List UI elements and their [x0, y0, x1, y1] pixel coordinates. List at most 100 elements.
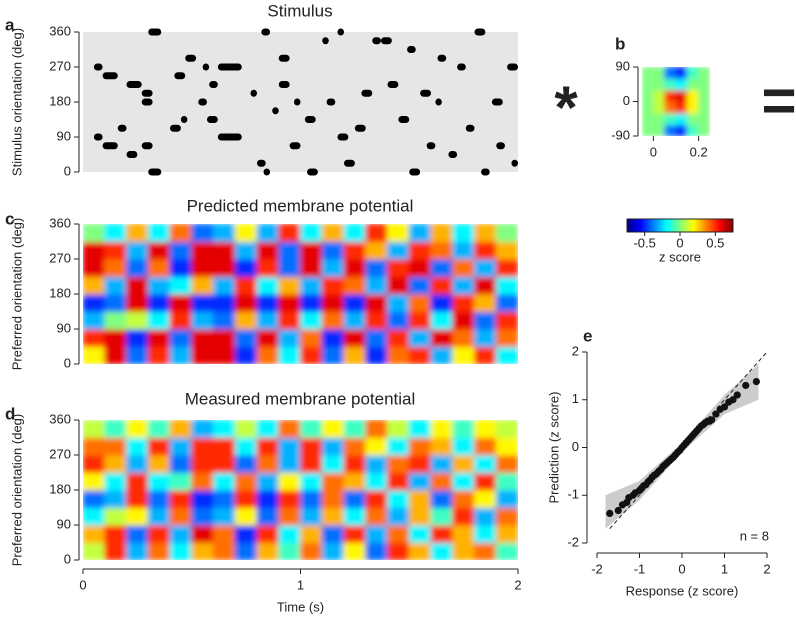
- heatmap-cell: [387, 311, 410, 330]
- heatmap-cell: [126, 489, 149, 508]
- plot-area: [83, 224, 518, 364]
- stimulus-bar: [511, 159, 518, 167]
- colorbar-swatch: [665, 219, 669, 232]
- heatmap-cell: [365, 454, 388, 473]
- heatmap-cell: [169, 241, 193, 260]
- heatmap-cell: [495, 276, 518, 295]
- heatmap-cell: [104, 293, 127, 312]
- heatmap-cell: [169, 489, 193, 508]
- heatmap-cell: [300, 293, 323, 312]
- heatmap-cell: [408, 311, 432, 330]
- colorbar-swatch: [657, 219, 660, 232]
- heatmap-cell: [321, 454, 345, 473]
- heatmap-cell: [686, 67, 700, 79]
- heatmap-cell: [300, 346, 323, 364]
- heatmap-cell: [664, 112, 677, 125]
- stimulus-bar: [170, 124, 181, 132]
- y-tick-label: 0: [572, 439, 579, 454]
- heatmap-cell: [126, 346, 149, 364]
- heatmap-cell: [408, 489, 432, 508]
- heatmap-cell: [343, 472, 367, 491]
- y-tick-label: 90: [616, 58, 630, 73]
- heatmap-cell: [126, 328, 149, 347]
- heatmap-cell: [408, 507, 432, 526]
- stimulus-bar: [507, 63, 518, 71]
- heatmap-cell: [365, 258, 388, 277]
- heatmap-cell: [300, 489, 323, 508]
- heatmap-cell: [213, 437, 236, 456]
- heatmap-cell: [474, 311, 497, 330]
- heatmap-cell: [169, 258, 193, 277]
- heatmap-cell: [408, 524, 432, 543]
- heatmap-cell: [365, 241, 388, 260]
- heatmap-cell: [387, 276, 410, 295]
- heatmap-cell: [234, 472, 258, 491]
- heatmap-cell: [169, 472, 193, 491]
- heatmap-cell: [474, 507, 497, 526]
- heatmap-cell: [213, 524, 236, 543]
- colorbar-swatch: [672, 219, 676, 232]
- stimulus-bar: [217, 133, 242, 141]
- stimulus-bar: [457, 63, 466, 71]
- heatmap-cell: [365, 524, 388, 543]
- heatmap-cell: [234, 293, 258, 312]
- heatmap-cell: [365, 328, 388, 347]
- y-tick-label: 90: [57, 516, 71, 531]
- colorbar-swatch: [653, 219, 656, 232]
- heatmap-cell: [675, 112, 688, 125]
- equals-symbol: =: [761, 67, 796, 134]
- colorbar-tick-label: 0: [676, 235, 683, 250]
- heatmap-cell: [652, 89, 666, 102]
- colorbar-swatch: [699, 219, 702, 232]
- heatmap-cell: [256, 542, 280, 560]
- heatmap-cell: [387, 258, 410, 277]
- heatmap-cell: [452, 311, 475, 330]
- heatmap-cell: [652, 101, 666, 114]
- heatmap-cell: [321, 241, 345, 260]
- x-tick-label: 0: [79, 577, 86, 592]
- y-tick-label: 360: [49, 411, 71, 426]
- heatmap-cell: [83, 420, 106, 438]
- colorbar-swatch: [655, 219, 658, 232]
- heatmap-cell: [83, 472, 106, 491]
- heatmap-cell: [213, 293, 236, 312]
- heatmap-cell: [365, 420, 388, 438]
- colorbar-swatch: [727, 219, 730, 232]
- heatmap-cell: [169, 454, 193, 473]
- x-tick-label: -1: [634, 561, 646, 576]
- heatmap-cell: [234, 489, 258, 508]
- heatmap-cell: [452, 224, 475, 242]
- heatmap-cell: [191, 542, 214, 560]
- heatmap-cell: [213, 346, 236, 364]
- heatmap-cell: [675, 89, 688, 102]
- heatmap-cell: [321, 311, 345, 330]
- heatmap-cell: [430, 224, 454, 242]
- stimulus-bar: [344, 159, 355, 167]
- plot-area: [83, 420, 518, 560]
- colorbar-swatch: [697, 219, 700, 232]
- stimulus-bar: [387, 81, 399, 88]
- y-tick-label: 270: [49, 58, 71, 73]
- heatmap-cell: [408, 472, 432, 491]
- heatmap-cell: [430, 472, 454, 491]
- heatmap-cell: [387, 328, 410, 347]
- heatmap-cell: [147, 311, 171, 330]
- heatmap-cell: [408, 224, 432, 242]
- heatmap-cell: [642, 67, 654, 79]
- y-tick-label: 270: [49, 250, 71, 265]
- heatmap-cell: [83, 224, 106, 242]
- heatmap-cell: [191, 489, 214, 508]
- stimulus-bar: [250, 89, 257, 97]
- heatmap-cell: [169, 276, 193, 295]
- heatmap-cell: [278, 454, 301, 473]
- heatmap-cell: [474, 437, 497, 456]
- colorbar-label: z score: [659, 249, 701, 264]
- heatmap-cell: [495, 241, 518, 260]
- colorbar-swatch: [635, 219, 639, 232]
- heatmap-cell: [495, 328, 518, 347]
- heatmap-cell: [256, 472, 280, 491]
- heatmap-cell: [234, 241, 258, 260]
- heatmap-cell: [234, 420, 258, 438]
- heatmap-cell: [452, 293, 475, 312]
- heatmap-cell: [664, 124, 677, 136]
